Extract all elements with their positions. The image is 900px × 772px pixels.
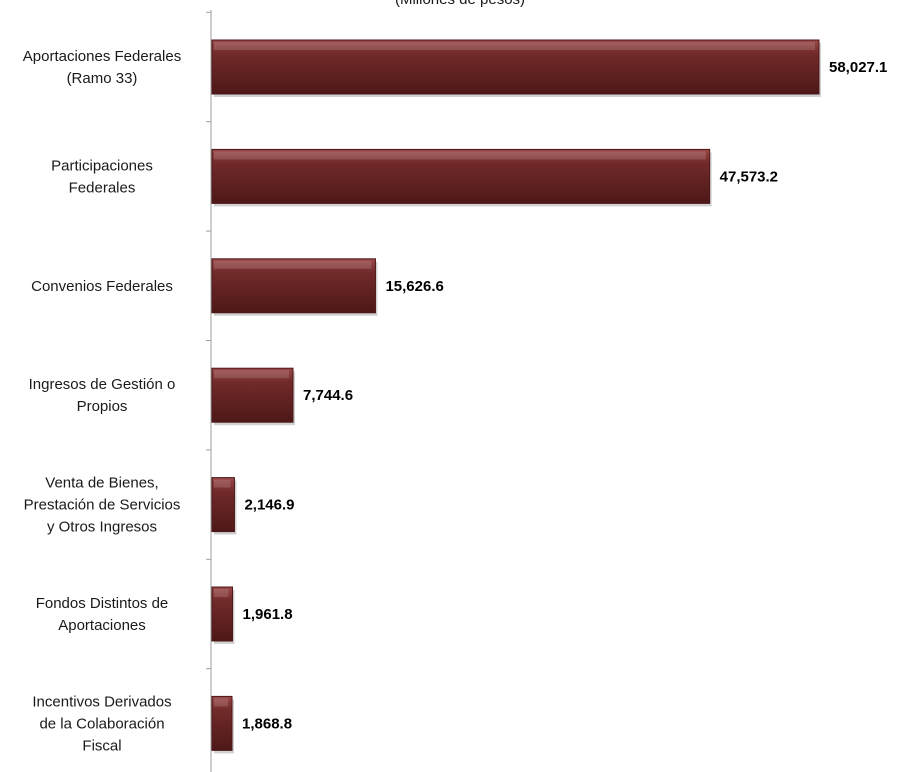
bar-highlight (214, 370, 290, 379)
bar-value-label: 15,626.6 (385, 278, 443, 295)
category-label: Ingresos de Gestión o Propios (29, 376, 176, 415)
category-label-line: Fiscal (82, 737, 121, 754)
bar-rect (211, 695, 233, 751)
bar-highlight (214, 479, 231, 488)
category-label-line: de la Colaboración (39, 715, 164, 732)
bar (211, 477, 237, 535)
category-label: Aportaciones Federales (Ramo 33) (23, 48, 181, 87)
category-label: Incentivos Derivados de la Colaboración Fi… (32, 693, 171, 754)
category-label-line: Convenios Federales (31, 278, 173, 295)
bar (211, 586, 235, 644)
bar-highlight (214, 698, 228, 707)
bar-rect (211, 367, 294, 423)
bar-highlight (214, 42, 815, 50)
category-label-line: Propios (77, 398, 128, 415)
category-label-line: Participaciones (51, 157, 153, 174)
category-label-line: y Otros Ingresos (47, 519, 157, 536)
bar (211, 695, 234, 754)
bar-highlight (214, 260, 372, 269)
bar-value-label: 7,744.6 (303, 387, 353, 404)
category-label-line: Prestación de Servicios (24, 497, 181, 514)
bar-value-label: 1,961.8 (243, 606, 293, 623)
category-label-line: Aportaciones Federales (23, 48, 181, 65)
category-label-line: Federales (69, 179, 136, 196)
category-label: Participaciones Federales (51, 157, 153, 196)
chart-title: (Millones de pesos) (395, 0, 525, 8)
bar-value-label: 58,027.1 (829, 59, 887, 76)
bar-rect (211, 586, 234, 642)
bar-rect (211, 258, 376, 314)
bar (211, 367, 296, 426)
category-label-line: Incentivos Derivados (32, 693, 171, 710)
category-label-line: Venta de Bienes, (45, 475, 158, 492)
bar-value-label: 47,573.2 (720, 168, 778, 185)
bar-value-label: 1,868.8 (242, 715, 292, 732)
category-label-line: Fondos Distintos de (36, 595, 169, 612)
bar (211, 148, 712, 207)
bar-highlight (214, 151, 706, 160)
category-label-line: (Ramo 33) (67, 70, 138, 87)
category-label: Venta de Bienes, Prestación de Servicios y… (24, 475, 181, 536)
bar-rect (211, 39, 820, 95)
bar-rect (211, 477, 235, 533)
category-label: Fondos Distintos de Aportaciones (36, 595, 169, 634)
bar-rect (211, 148, 711, 204)
bar (211, 39, 821, 97)
category-label: Convenios Federales (31, 278, 173, 295)
bar-highlight (214, 589, 229, 597)
bar (211, 258, 378, 316)
category-label-line: Ingresos de Gestión o (29, 376, 176, 393)
bar-value-label: 2,146.9 (244, 497, 294, 514)
category-label-line: Aportaciones (58, 617, 146, 634)
